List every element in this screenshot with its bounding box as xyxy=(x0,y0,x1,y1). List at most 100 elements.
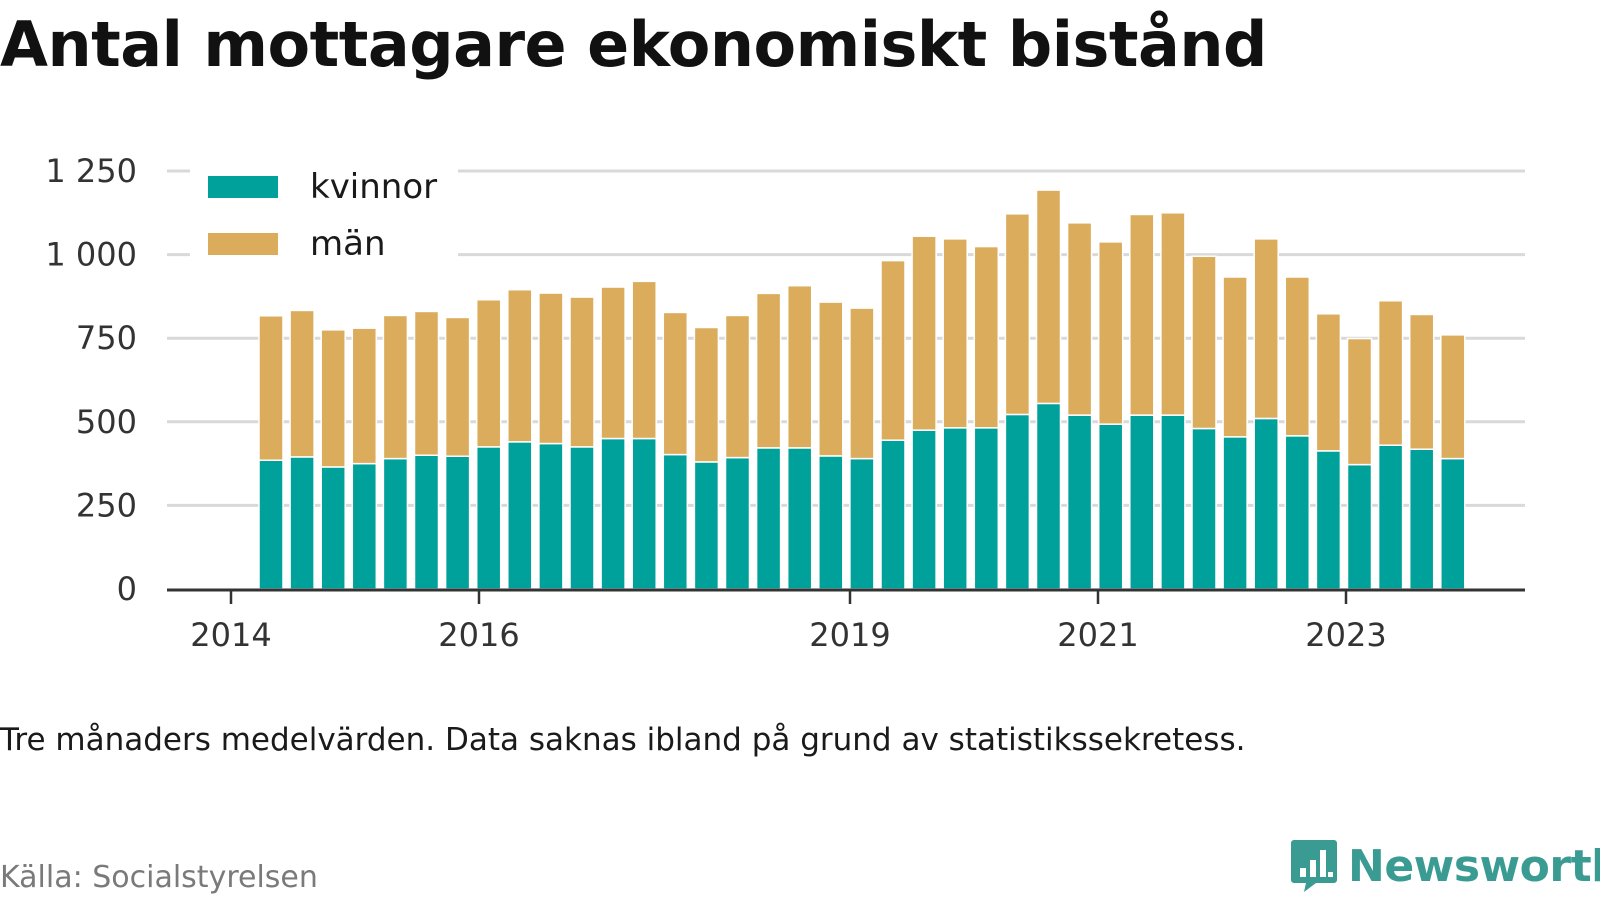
bar-man xyxy=(1160,212,1186,416)
bar-man xyxy=(569,296,595,448)
bar-man xyxy=(755,292,782,449)
bar-kvinnor xyxy=(1440,457,1466,590)
bar-man xyxy=(1129,213,1155,416)
y-tick-label: 1 000 xyxy=(45,236,137,274)
bar-kvinnor xyxy=(1253,417,1279,590)
bar-man xyxy=(1284,276,1311,437)
bar-kvinnor xyxy=(693,461,720,590)
bar-kvinnor xyxy=(1408,448,1435,590)
bar-kvinnor xyxy=(880,439,906,590)
bar-man xyxy=(1408,313,1435,450)
bar-kvinnor xyxy=(351,462,378,590)
bar-chart-speech-bubble-icon xyxy=(1291,840,1337,892)
bar-man xyxy=(1004,213,1031,416)
chart: 0 250 500 750 1 000 1 250 2014 2016 2019 2021 202… xyxy=(45,152,1525,654)
bar-man xyxy=(724,314,751,459)
bar-kvinnor xyxy=(1191,427,1217,590)
bar-kvinnor xyxy=(1097,423,1124,590)
bar-man xyxy=(413,310,440,456)
bar-kvinnor xyxy=(1222,436,1248,590)
bar-kvinnor xyxy=(724,456,751,590)
bar-kvinnor xyxy=(1004,413,1031,590)
bar-kvinnor xyxy=(1066,414,1093,590)
x-tick-label: 2023 xyxy=(1305,616,1386,654)
chart-note: Tre månaders medelvärden. Data saknas ib… xyxy=(0,722,1246,758)
bar-kvinnor xyxy=(507,441,533,590)
legend-swatch xyxy=(208,176,278,198)
bar-kvinnor xyxy=(1160,414,1186,590)
y-tick-label: 500 xyxy=(76,403,137,441)
bar-kvinnor xyxy=(382,457,409,590)
bar-man xyxy=(444,316,471,457)
bar-man xyxy=(849,307,875,460)
bar-kvinnor xyxy=(818,455,844,590)
bar-man xyxy=(475,298,502,448)
bar-kvinnor xyxy=(320,466,346,590)
bar-man xyxy=(320,329,346,468)
bar-kvinnor xyxy=(600,437,626,590)
bar-kvinnor xyxy=(631,437,657,590)
bar-kvinnor xyxy=(258,459,284,590)
bar-man xyxy=(880,259,906,441)
bar-man xyxy=(1035,189,1062,405)
bar-man xyxy=(538,292,564,445)
bar-man xyxy=(1440,334,1466,460)
bar-kvinnor xyxy=(569,446,595,590)
bar-man xyxy=(631,280,657,440)
x-tick-label: 2021 xyxy=(1057,616,1138,654)
bar-kvinnor xyxy=(1346,463,1373,590)
bar-kvinnor xyxy=(786,447,813,590)
bar-man xyxy=(942,238,968,429)
bar-kvinnor xyxy=(1377,444,1404,590)
bar-kvinnor xyxy=(413,454,440,590)
x-tick-label: 2014 xyxy=(190,616,271,654)
bar-kvinnor xyxy=(755,447,782,590)
x-tick-label: 2019 xyxy=(809,616,890,654)
bar-kvinnor xyxy=(1035,402,1062,590)
bar-kvinnor xyxy=(662,453,689,590)
bar-man xyxy=(911,235,937,431)
brand-name: Newsworthy xyxy=(1348,840,1600,892)
bar-kvinnor xyxy=(911,429,937,590)
bar-man xyxy=(786,284,813,449)
bar-kvinnor xyxy=(1284,435,1311,590)
bar-man xyxy=(1346,337,1373,466)
bar-kvinnor xyxy=(1129,414,1155,590)
bar-kvinnor xyxy=(475,446,502,590)
source-label: Källa: Socialstyrelsen xyxy=(0,860,318,895)
bar-man xyxy=(1066,222,1093,416)
bar-man xyxy=(507,288,533,443)
y-tick-label: 1 250 xyxy=(45,152,137,190)
y-tick-label: 0 xyxy=(117,570,137,608)
bar-man xyxy=(693,326,720,463)
bar-kvinnor xyxy=(942,427,968,590)
legend-swatch xyxy=(208,233,278,255)
y-tick-label: 250 xyxy=(76,486,137,524)
bar-man xyxy=(973,245,1000,429)
bar-man xyxy=(662,311,689,456)
newsworthy-logo: Newsworthy xyxy=(1290,838,1600,894)
bar-man xyxy=(289,309,315,458)
bar-kvinnor xyxy=(849,457,875,590)
chart-title: Antal mottagare ekonomiskt bistånd xyxy=(0,8,1267,81)
bar-man xyxy=(600,286,626,440)
bar-man xyxy=(351,327,378,465)
y-tick-label: 750 xyxy=(76,319,137,357)
bar-kvinnor xyxy=(1315,450,1342,590)
bar-man xyxy=(818,301,844,457)
bar-man xyxy=(382,314,409,460)
bar-man xyxy=(1315,313,1342,452)
bar-man xyxy=(1097,241,1124,425)
x-axis: 2014 2016 2019 2021 2023 xyxy=(167,588,1525,654)
bar-kvinnor xyxy=(444,455,471,590)
bar-man xyxy=(258,315,284,462)
bar-man xyxy=(1191,255,1217,430)
bars xyxy=(258,189,1466,590)
y-axis-tick-labels: 0 250 500 750 1 000 1 250 xyxy=(45,152,137,608)
legend-label: män xyxy=(310,224,386,264)
bar-man xyxy=(1377,299,1404,446)
legend: kvinnor män xyxy=(190,160,458,264)
bar-man xyxy=(1222,276,1248,438)
bar-man xyxy=(1253,238,1279,420)
bar-kvinnor xyxy=(538,442,564,590)
